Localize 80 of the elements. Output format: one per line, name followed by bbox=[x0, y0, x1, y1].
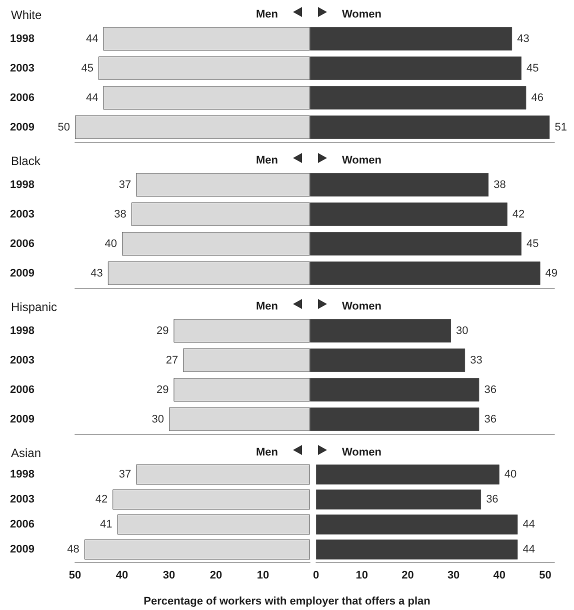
chart-title: Asian bbox=[11, 446, 42, 460]
data-label: 40 bbox=[104, 238, 117, 250]
chart-title: Black bbox=[11, 154, 42, 168]
x-tick-label: 50 bbox=[539, 570, 552, 582]
data-label: 43 bbox=[517, 32, 530, 45]
data-label: 33 bbox=[470, 354, 482, 366]
data-label: 27 bbox=[166, 354, 178, 366]
y-tick-label: 2009 bbox=[10, 544, 34, 556]
data-label: 50 bbox=[58, 121, 70, 134]
data-label: 36 bbox=[486, 494, 498, 506]
x-tick-label: 20 bbox=[402, 570, 414, 582]
data-label: 45 bbox=[81, 62, 94, 74]
data-label: 29 bbox=[156, 384, 169, 396]
data-label: 30 bbox=[152, 413, 164, 426]
data-label: 48 bbox=[67, 544, 80, 556]
data-label: 44 bbox=[86, 92, 98, 104]
data-label: 38 bbox=[494, 178, 506, 191]
data-label: 44 bbox=[86, 32, 98, 45]
x-tick-label: 30 bbox=[447, 570, 460, 582]
y-tick-label: 2006 bbox=[10, 92, 34, 104]
x-tick-label: 40 bbox=[493, 570, 506, 582]
y-tick-label: 1998 bbox=[10, 324, 34, 337]
data-label: 49 bbox=[545, 267, 558, 280]
series-label: Women bbox=[342, 446, 382, 458]
y-tick-label: 2003 bbox=[10, 62, 34, 74]
bar bbox=[316, 514, 518, 534]
x-tick-label: 30 bbox=[162, 570, 176, 582]
series-label: Men bbox=[256, 446, 278, 458]
bar bbox=[316, 490, 482, 510]
data-label: 43 bbox=[90, 267, 103, 280]
series-label: Men bbox=[256, 300, 278, 312]
series-label: Women bbox=[342, 8, 382, 20]
data-label: 44 bbox=[522, 544, 535, 556]
data-label: 36 bbox=[484, 413, 496, 426]
x-tick-label: 10 bbox=[356, 570, 368, 582]
series-label: Women bbox=[342, 300, 382, 312]
bar bbox=[117, 514, 310, 534]
data-label: 37 bbox=[118, 178, 132, 191]
x-tick-label: 20 bbox=[210, 570, 222, 582]
data-label: 46 bbox=[531, 92, 544, 104]
y-tick-label: 1998 bbox=[10, 178, 34, 191]
chart-title: White bbox=[11, 8, 42, 22]
y-tick-label: 2003 bbox=[10, 354, 34, 366]
data-label: 36 bbox=[484, 384, 496, 396]
data-label: 41 bbox=[100, 518, 112, 530]
data-label: 29 bbox=[156, 324, 169, 337]
data-label: 42 bbox=[95, 494, 108, 506]
y-tick-label: 2003 bbox=[10, 208, 34, 220]
x-tick-label: 50 bbox=[68, 570, 82, 582]
x-tick-label: 10 bbox=[256, 570, 270, 582]
series-label: Men bbox=[256, 8, 278, 20]
y-tick-label: 1998 bbox=[10, 468, 34, 480]
bar bbox=[316, 540, 518, 560]
series-label: Women bbox=[342, 154, 382, 166]
y-tick-label: 2009 bbox=[10, 413, 34, 426]
bar bbox=[112, 490, 310, 510]
x-tick-label: 0 bbox=[312, 570, 320, 582]
data-label: 45 bbox=[526, 62, 539, 74]
bar bbox=[84, 540, 310, 560]
data-label: 42 bbox=[512, 208, 525, 220]
data-label: 45 bbox=[526, 238, 539, 250]
data-label: 30 bbox=[456, 324, 468, 337]
chart-title: Hispanic bbox=[11, 300, 58, 314]
y-tick-label: 2006 bbox=[10, 238, 34, 250]
data-label: 37 bbox=[118, 468, 132, 480]
y-tick-label: 1998 bbox=[10, 32, 34, 45]
y-tick-label: 2006 bbox=[10, 518, 34, 530]
y-tick-label: 2009 bbox=[10, 267, 34, 280]
y-tick-label: 2006 bbox=[10, 384, 34, 396]
data-label: 44 bbox=[522, 518, 535, 530]
data-label: 51 bbox=[554, 121, 567, 134]
data-label: 40 bbox=[504, 468, 517, 480]
series-label: Men bbox=[256, 154, 278, 166]
y-tick-label: 2003 bbox=[10, 494, 34, 506]
bar bbox=[316, 464, 500, 484]
bar bbox=[136, 464, 310, 484]
data-label: 38 bbox=[114, 208, 126, 220]
y-tick-label: 2009 bbox=[10, 121, 34, 134]
x-tick-label: 40 bbox=[116, 570, 128, 582]
x-axis-title: Percentage of workers with employer that offers a plan bbox=[144, 596, 431, 608]
